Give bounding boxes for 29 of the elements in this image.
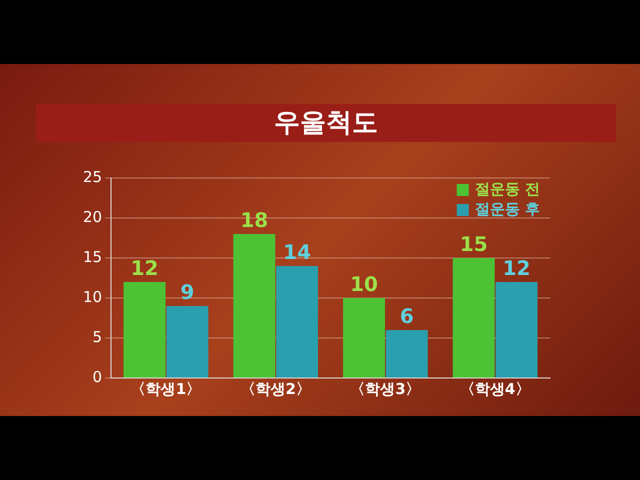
data-label: 15 [460, 232, 488, 256]
data-label: 12 [502, 256, 530, 280]
bar [276, 266, 318, 378]
bar [452, 258, 495, 378]
legend-label: 절운동 후 [474, 200, 540, 218]
data-label: 18 [240, 208, 268, 232]
x-tick-label: 〈학생4〉 [460, 380, 530, 398]
data-label: 14 [283, 240, 311, 264]
y-tick-label: 25 [82, 168, 102, 186]
chart-title: 우울척도 [36, 104, 616, 142]
x-tick-label: 〈학생1〉 [130, 380, 202, 398]
x-tick-label: 〈학생2〉 [240, 380, 311, 398]
legend-label: 절운동 전 [474, 180, 540, 198]
data-label: 12 [130, 256, 158, 280]
data-label: 6 [400, 304, 414, 328]
bar [496, 282, 538, 378]
y-tick-label: 10 [82, 288, 102, 306]
y-tick-label: 5 [92, 328, 102, 346]
y-tick-label: 20 [82, 208, 102, 226]
bar [166, 306, 208, 378]
data-label: 10 [350, 272, 378, 296]
bar [343, 298, 385, 378]
bar [124, 282, 166, 378]
y-tick-label: 0 [92, 368, 102, 386]
data-label: 9 [180, 280, 194, 304]
x-tick-label: 〈학생3〉 [350, 380, 421, 398]
y-tick-label: 15 [82, 248, 102, 266]
bar [386, 330, 428, 378]
bar [233, 234, 276, 378]
